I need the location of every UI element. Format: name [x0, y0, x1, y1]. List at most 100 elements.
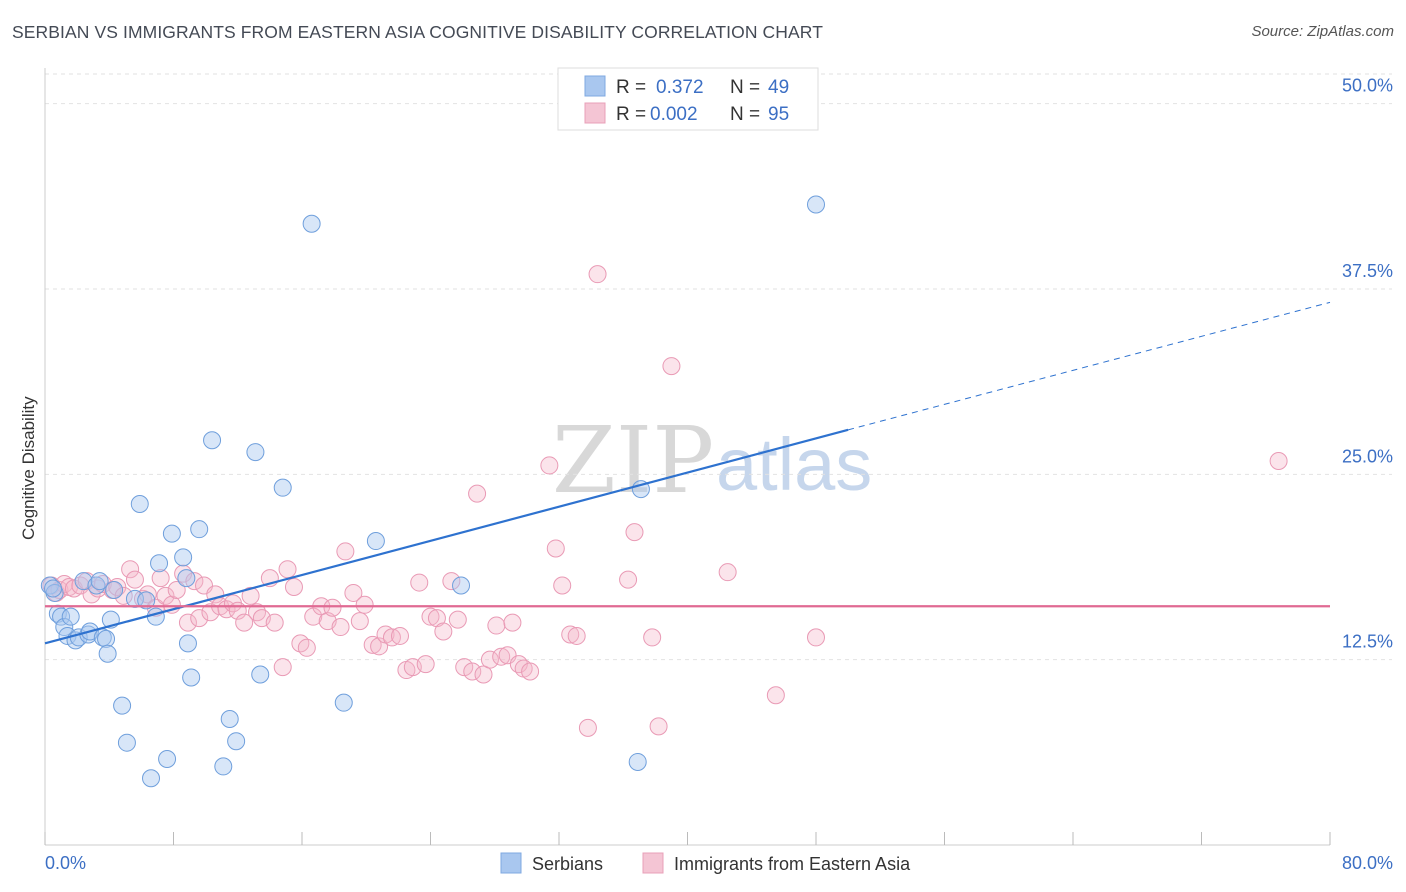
data-point-immigrants [521, 662, 540, 681]
data-point-immigrants [323, 598, 342, 617]
data-point-serbians [150, 554, 169, 573]
trend-lines [44, 301, 1331, 645]
data-point-serbians [273, 478, 292, 497]
watermark-zip: ZIP [552, 407, 714, 514]
data-point-immigrants [125, 570, 144, 589]
data-point-serbians [90, 572, 109, 591]
data-point-immigrants [241, 586, 260, 605]
data-point-serbians [220, 709, 239, 728]
legend-n-value-2: 95 [768, 104, 789, 125]
data-point-serbians [137, 591, 156, 610]
data-point-immigrants [265, 613, 284, 632]
legend-r-label-1: R = [616, 77, 646, 98]
data-point-immigrants [108, 578, 127, 597]
bottom-legend-swatch-immigrants [642, 852, 664, 874]
data-point-serbians [177, 569, 196, 588]
data-point-immigrants [190, 609, 209, 628]
data-point-serbians [334, 693, 353, 712]
data-point-serbians [182, 668, 201, 687]
data-point-serbians [113, 696, 132, 715]
bottom-legend-label-serbians: Serbians [532, 854, 603, 874]
data-point-serbians [97, 629, 116, 648]
data-point-serbians [190, 520, 209, 539]
series-legend: Serbians Immigrants from Eastern Asia [500, 852, 911, 874]
data-point-immigrants [151, 569, 170, 588]
y-axis-title: Cognitive Disability [19, 396, 38, 540]
data-point-immigrants [93, 575, 112, 594]
data-point-serbians [52, 607, 71, 626]
series-serbians-points [40, 195, 825, 788]
data-point-immigrants [649, 717, 668, 736]
data-point-immigrants [278, 560, 297, 579]
bottom-legend-label-immigrants: Immigrants from Eastern Asia [674, 854, 911, 874]
data-point-immigrants [248, 603, 267, 622]
data-point-serbians [98, 644, 117, 663]
data-point-immigrants [350, 612, 369, 631]
data-point-serbians [178, 634, 197, 653]
data-point-immigrants [167, 580, 186, 599]
data-point-serbians [105, 580, 124, 599]
data-point-immigrants [370, 637, 389, 656]
data-point-immigrants [468, 484, 487, 503]
data-point-serbians [174, 548, 193, 567]
data-point-serbians [302, 214, 321, 233]
legend-n-label-2: N = [730, 104, 760, 125]
data-point-immigrants [463, 662, 482, 681]
data-point-immigrants [390, 626, 409, 645]
data-point-immigrants [625, 523, 644, 542]
data-point-serbians [44, 579, 63, 598]
watermark-atlas: atlas [716, 423, 872, 506]
data-point-immigrants [416, 655, 435, 674]
data-point-immigrants [487, 616, 506, 635]
data-point-immigrants [567, 626, 586, 645]
data-point-immigrants [643, 628, 662, 647]
data-point-serbians [117, 733, 136, 752]
chart-title: SERBIAN VS IMMIGRANTS FROM EASTERN ASIA … [12, 22, 823, 42]
data-point-serbians [162, 524, 181, 543]
data-point-immigrants [336, 542, 355, 561]
data-point-immigrants [297, 638, 316, 657]
data-point-serbians [214, 757, 233, 776]
y-tick-label: 37.5% [1342, 261, 1393, 281]
data-point-immigrants [766, 686, 785, 705]
grid-lines [45, 73, 1392, 661]
data-point-immigrants [156, 586, 175, 605]
trend-line-serbians [44, 428, 849, 645]
data-point-immigrants [588, 265, 607, 284]
y-tick-label: 12.5% [1342, 632, 1393, 652]
data-point-immigrants [718, 563, 737, 582]
data-point-immigrants [807, 628, 825, 647]
legend-n-value-1: 49 [768, 77, 789, 98]
data-point-immigrants [662, 357, 681, 376]
data-point-serbians [146, 607, 165, 626]
data-point-immigrants [235, 613, 254, 632]
data-point-serbians [61, 607, 80, 626]
y-tick-label: 25.0% [1342, 446, 1393, 466]
data-point-immigrants [344, 583, 363, 602]
trend-line-serbians-extrapolated [847, 301, 1331, 431]
data-point-serbians [807, 195, 825, 214]
data-point-immigrants [331, 618, 350, 637]
correlation-legend: R = 0.372 N = 49 R = 0.002 N = 95 [557, 67, 819, 131]
data-point-serbians [227, 732, 246, 751]
series-immigrants-points [42, 265, 1288, 737]
data-point-serbians [452, 576, 471, 595]
data-point-immigrants [442, 572, 461, 591]
data-point-immigrants [284, 578, 303, 597]
y-tick-label: 50.0% [1342, 76, 1393, 96]
data-point-immigrants [273, 658, 292, 677]
chart-source: Source: ZipAtlas.com [1251, 23, 1394, 40]
data-point-immigrants [410, 573, 429, 592]
y-tick-labels: 12.5% 25.0% 37.5% 50.0% [1342, 76, 1393, 652]
data-point-immigrants [363, 635, 382, 654]
x-tick-label-max: 80.0% [1342, 853, 1393, 873]
data-point-immigrants [546, 539, 565, 558]
data-point-immigrants [474, 665, 493, 684]
data-point-immigrants [434, 622, 453, 641]
data-point-immigrants [50, 580, 69, 599]
bottom-legend-swatch-serbians [500, 852, 522, 874]
data-point-immigrants [540, 456, 559, 475]
data-point-immigrants [503, 613, 522, 632]
legend-swatch-serbians [584, 75, 606, 97]
